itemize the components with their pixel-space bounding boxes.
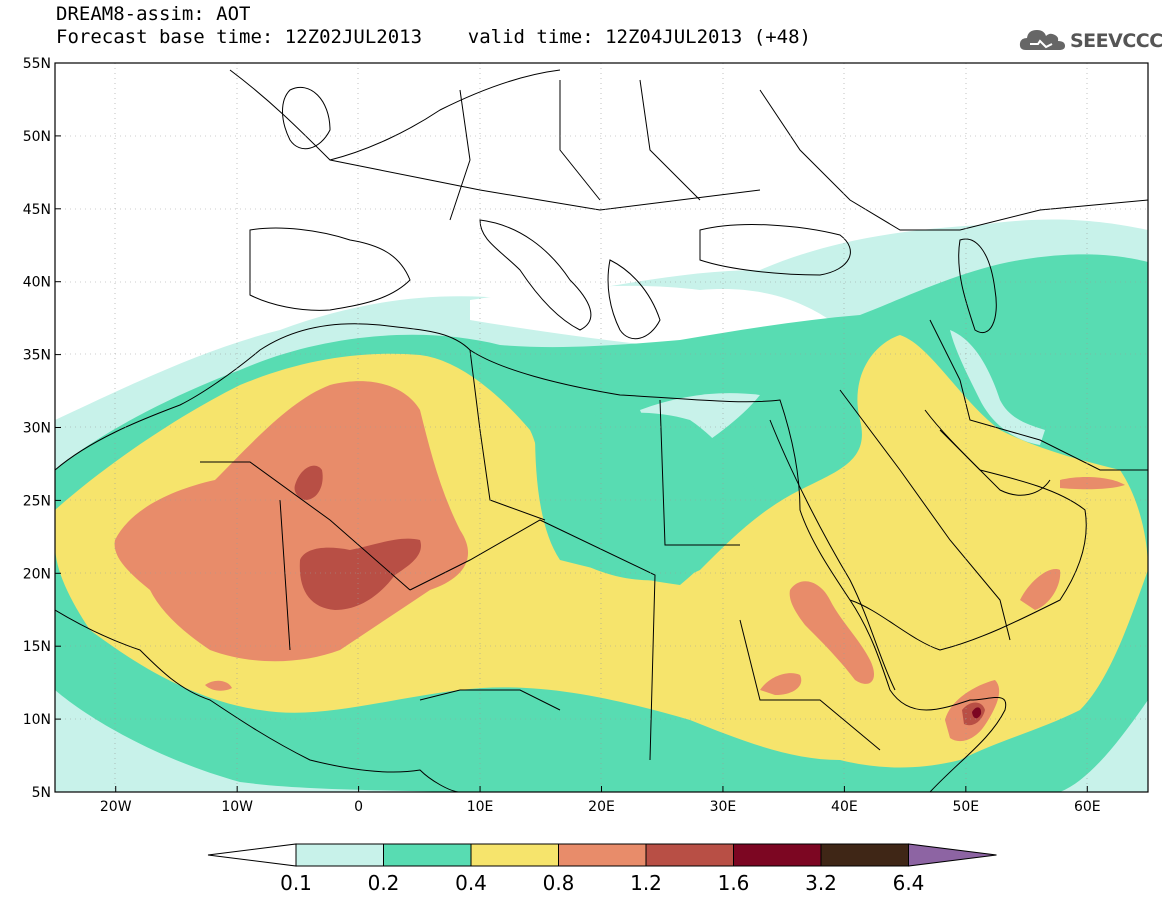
border-niger-chad	[469, 349, 546, 521]
italy-coast	[479, 219, 592, 331]
lon-tick-label: 0	[354, 799, 363, 815]
aot-map: 5N 10N 15N 20N 25N 30N 35N 40N 45N 50N 55N 20W 10W 0…	[23, 56, 1149, 815]
grid-lines	[55, 63, 1148, 792]
border-sahara-2	[279, 499, 291, 651]
west-africa-coast	[55, 609, 461, 792]
longitude-axis: 20W 10W 0 10E 20E 30E 40E 50E 60E	[100, 786, 1101, 815]
colorbar-bin	[733, 843, 822, 867]
colorbar-label: 1.6	[718, 871, 750, 895]
colorbar: 0.1 0.2 0.4 0.8 1.2 1.6 3.2 6.4	[207, 843, 997, 895]
border-europe-1	[329, 159, 761, 211]
colorbar-label: 0.4	[455, 871, 487, 895]
lon-tick-label: 30E	[710, 799, 737, 815]
border-sahara-1	[200, 461, 411, 591]
red-sea	[769, 419, 896, 691]
caspian-sea	[958, 238, 997, 333]
border-saudi	[839, 389, 1011, 641]
africa-coastline	[55, 323, 1007, 792]
cloud-icon	[1019, 30, 1065, 50]
colorbar-label: 3.2	[805, 871, 837, 895]
oman-orange	[1020, 569, 1061, 610]
lat-tick-label: 35N	[23, 348, 51, 364]
logo-text: SEEVCCC	[1070, 30, 1163, 52]
algeria-dark	[294, 465, 323, 500]
colorbar-label: 6.4	[893, 871, 925, 895]
border-africa-south-2	[739, 619, 881, 751]
greece-coast	[607, 259, 661, 340]
colorbar-label: 1.2	[630, 871, 662, 895]
lon-tick-label: 60E	[1074, 799, 1101, 815]
persian-gulf	[939, 429, 1051, 496]
red-sea-orange-1	[789, 581, 875, 684]
lat-tick-label: 55N	[23, 56, 51, 72]
colorbar-bin	[383, 843, 472, 867]
europe-north-coast	[229, 69, 561, 161]
lon-tick-label: 20E	[588, 799, 615, 815]
border-libya-egypt	[659, 399, 740, 546]
uk-coast	[282, 87, 331, 150]
border-africa-south-1	[419, 689, 561, 711]
lat-tick-label: 5N	[32, 785, 51, 801]
lon-tick-label: 40E	[831, 799, 858, 815]
lat-tick-label: 25N	[23, 493, 51, 509]
lat-tick-label: 45N	[23, 202, 51, 218]
lon-tick-label: 10W	[221, 799, 253, 815]
border-europe-4	[639, 79, 701, 201]
colorbar-bin	[645, 843, 734, 867]
border-iran	[929, 319, 1148, 471]
colorbar-label: 0.1	[280, 871, 312, 895]
lat-tick-label: 20N	[23, 566, 51, 582]
lon-tick-label: 20W	[100, 799, 132, 815]
latitude-axis: 5N 10N 15N 20N 25N 30N 35N 40N 45N 50N 55N	[23, 56, 61, 801]
border-sahara-3	[409, 519, 656, 761]
black-sea	[699, 224, 851, 276]
colorbar-under-triangle	[207, 843, 297, 867]
central-sahara-green	[535, 412, 760, 585]
aot-contour-1.2	[299, 538, 421, 610]
colorbar-bin	[295, 843, 384, 867]
border-europe-3	[559, 80, 601, 201]
lat-tick-label: 40N	[23, 275, 51, 291]
colorbar-label: 0.8	[543, 871, 575, 895]
lat-tick-label: 30N	[23, 421, 51, 437]
lon-tick-label: 10E	[467, 799, 494, 815]
lat-tick-label: 50N	[23, 129, 51, 145]
border-europe-2	[449, 89, 471, 221]
seevccc-logo: SEEVCCC	[1018, 26, 1163, 56]
caspian-light-patch	[950, 330, 1045, 445]
colorbar-over-triangle	[908, 843, 997, 867]
somalia-darkest	[972, 707, 982, 719]
gulf-orange	[1060, 477, 1125, 490]
senegal-orange	[205, 680, 232, 691]
chart-title-line-1: DREAM8-assim: AOT	[56, 3, 251, 25]
lat-tick-label: 10N	[23, 712, 51, 728]
lon-tick-label: 50E	[952, 799, 979, 815]
colorbar-bin	[820, 843, 909, 867]
colorbar-label: 0.2	[368, 871, 400, 895]
border-russia	[759, 89, 1148, 231]
colorbar-bin	[558, 843, 647, 867]
colorbar-bin	[470, 843, 559, 867]
chart-title-line-2: Forecast base time: 12Z02JUL2013 valid t…	[56, 26, 811, 48]
ethiopia-orange	[760, 673, 802, 695]
lat-tick-label: 15N	[23, 639, 51, 655]
iberia-coast	[249, 227, 411, 311]
